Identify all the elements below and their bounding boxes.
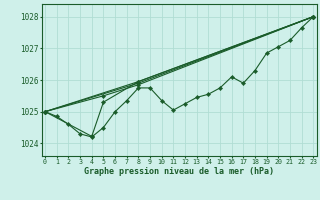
X-axis label: Graphe pression niveau de la mer (hPa): Graphe pression niveau de la mer (hPa) <box>84 167 274 176</box>
